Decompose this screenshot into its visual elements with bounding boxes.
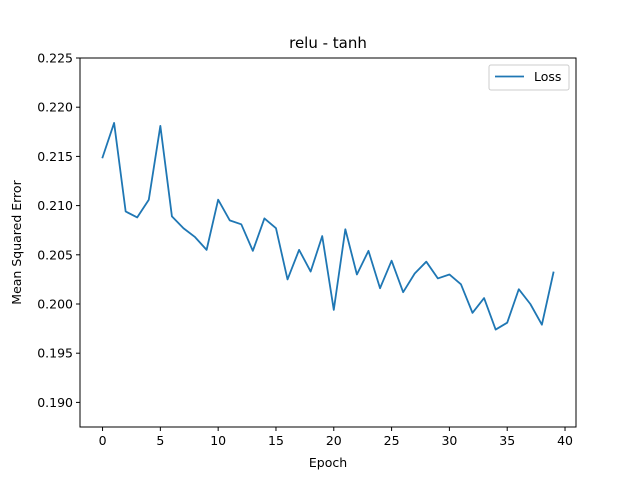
x-tick-label: 20 [326,433,342,448]
legend-frame [488,64,570,91]
x-tick-label: 30 [441,433,457,448]
legend-label-loss: Loss [534,69,561,84]
x-tick-label: 0 [99,433,107,448]
x-tick-label: 5 [156,433,164,448]
y-axis-title: Mean Squared Error [9,179,24,304]
y-tick-label: 0.205 [37,247,73,262]
plot-area: 0 5 10 15 20 25 30 35 40 0.190 0.195 0.200 0.205 0.2… [37,51,577,448]
y-tick-label: 0.210 [37,198,73,213]
y-tick-label: 0.215 [37,149,73,164]
x-axis-ticks: 0 5 10 15 20 25 30 35 40 [99,427,573,448]
y-tick-label: 0.200 [37,297,73,312]
x-tick-label: 25 [384,433,400,448]
y-tick-label: 0.225 [37,51,73,66]
chart-title: relu - tanh [289,34,367,52]
legend: Loss [488,64,570,91]
y-tick-label: 0.190 [37,395,73,410]
y-tick-label: 0.220 [37,100,73,115]
x-tick-label: 35 [499,433,515,448]
x-axis-title: Epoch [309,455,347,470]
x-tick-label: 10 [210,433,226,448]
x-tick-label: 15 [268,433,284,448]
series-line-loss [101,122,555,331]
plot-frame [79,57,577,428]
series-layer [101,122,555,331]
y-tick-label: 0.195 [37,346,73,361]
x-tick-label: 40 [557,433,573,448]
y-axis-ticks: 0.190 0.195 0.200 0.205 0.210 0.215 0.220 0.225 [37,51,80,410]
